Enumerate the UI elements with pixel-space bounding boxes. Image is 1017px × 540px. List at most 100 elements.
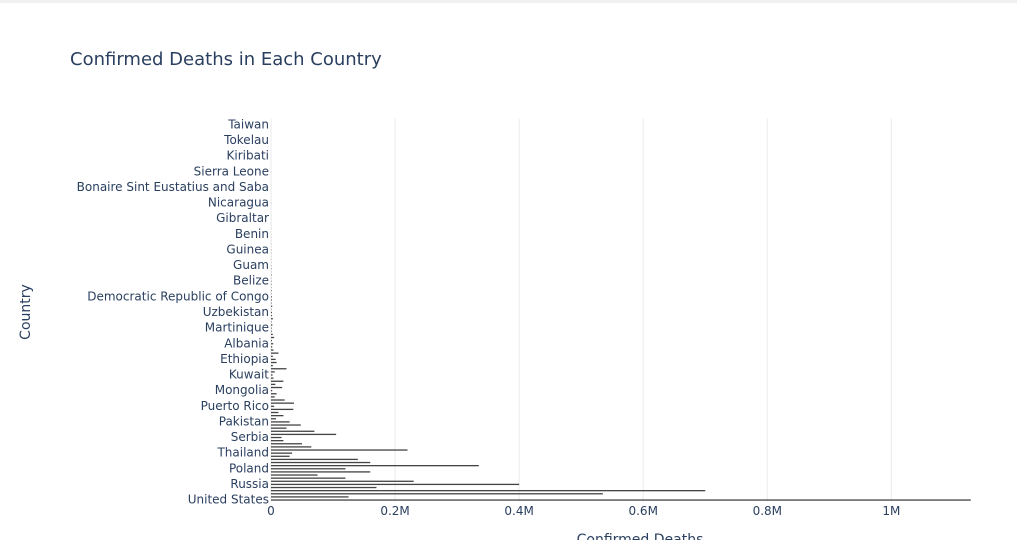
bar: [271, 468, 346, 470]
bar: [271, 296, 272, 298]
bar: [271, 299, 272, 301]
top-strip: [0, 0, 1017, 3]
bar: [271, 449, 408, 451]
bar: [271, 408, 294, 411]
bar: [271, 396, 275, 398]
bar: [271, 274, 272, 276]
bar: [271, 421, 290, 423]
y-tick-label: Bonaire Sint Eustatius and Saba: [77, 180, 269, 194]
bar: [271, 302, 272, 304]
bar: [271, 393, 277, 395]
y-tick-label: Serbia: [231, 430, 269, 444]
bar: [271, 371, 275, 373]
bar: [271, 364, 273, 367]
bar: [271, 374, 273, 376]
y-tick-label: Puerto Rico: [201, 399, 269, 413]
bar: [271, 455, 290, 457]
bar: [271, 430, 315, 432]
y-tick-label: Martinique: [205, 321, 269, 335]
y-tick-label: Ethiopia: [220, 352, 269, 366]
bar: [271, 383, 276, 386]
y-tick-label: United States: [188, 493, 269, 507]
bar: [271, 496, 349, 498]
bar: [271, 377, 274, 379]
y-tick-label: Mongolia: [215, 383, 269, 397]
bar: [271, 474, 318, 476]
x-tick-label: 0.8M: [753, 504, 782, 518]
bar: [271, 458, 358, 461]
bar: [271, 330, 272, 332]
bar: [271, 349, 274, 351]
bar: [271, 405, 275, 407]
bar: [271, 477, 346, 479]
bar: [271, 427, 287, 429]
bar: [271, 461, 371, 464]
bar: [271, 443, 303, 445]
bar: [271, 358, 276, 361]
y-axis-title: Country: [18, 284, 34, 340]
bar: [271, 361, 277, 364]
bar: [271, 333, 273, 336]
bar: [271, 399, 285, 401]
x-tick-label: 1M: [882, 504, 900, 518]
bar: [271, 490, 706, 492]
bar: [271, 402, 294, 404]
chart-title: Confirmed Deaths in Each Country: [70, 49, 382, 70]
y-tick-label: Nicaragua: [208, 196, 269, 210]
y-tick-label: Guam: [233, 258, 269, 272]
bar: [271, 380, 284, 382]
y-tick-label: Albania: [224, 336, 269, 350]
bar: [271, 465, 479, 467]
y-tick-label: Gibraltar: [216, 211, 269, 225]
x-tick-label: 0.4M: [504, 504, 533, 518]
bar: [271, 339, 272, 342]
bar: [271, 324, 273, 326]
bar: [271, 321, 272, 323]
bar: [271, 336, 275, 339]
y-tick-label: Thailand: [216, 446, 269, 460]
y-tick-label: Russia: [230, 477, 269, 491]
x-axis-title: Confirmed Deaths: [577, 532, 704, 540]
bar: [271, 493, 603, 495]
bar: [271, 314, 272, 317]
bar: [271, 386, 283, 389]
x-tick-label: 0.2M: [380, 504, 409, 518]
bar: [271, 471, 371, 473]
bar: [271, 311, 272, 314]
y-tick-label: Democratic Republic of Congo: [87, 289, 269, 303]
bar: [271, 305, 273, 307]
y-tick-label: Kiribati: [227, 149, 269, 163]
bar: [271, 486, 377, 489]
bar: [271, 436, 282, 439]
bar: [271, 433, 337, 436]
bar: [271, 355, 273, 357]
y-tick-label: Poland: [229, 461, 269, 475]
y-tick-label: Kuwait: [229, 368, 269, 382]
bar: [271, 440, 284, 442]
bar: [271, 414, 284, 417]
bar: [271, 411, 279, 414]
bar: [271, 318, 273, 320]
bar: [271, 289, 272, 292]
y-tick-label: Benin: [235, 227, 269, 241]
bar: [271, 446, 312, 448]
bar: [271, 368, 287, 370]
bar: [271, 389, 273, 392]
bar: [271, 480, 414, 482]
y-tick-label: Taiwan: [227, 117, 269, 131]
y-tick-label: Guinea: [226, 242, 269, 256]
bar: [271, 343, 274, 345]
bar: [271, 499, 971, 501]
bar: [271, 424, 301, 426]
x-tick-label: 0: [267, 504, 275, 518]
y-tick-label: Belize: [233, 274, 269, 288]
bar: [271, 346, 273, 348]
bar: [271, 418, 276, 420]
x-tick-label: 0.6M: [628, 504, 657, 518]
y-tick-label: Uzbekistan: [203, 305, 269, 319]
bar: [271, 483, 520, 486]
y-tick-label: Pakistan: [219, 414, 269, 428]
y-tick-label: Tokelau: [223, 133, 269, 147]
bar: [271, 327, 272, 329]
